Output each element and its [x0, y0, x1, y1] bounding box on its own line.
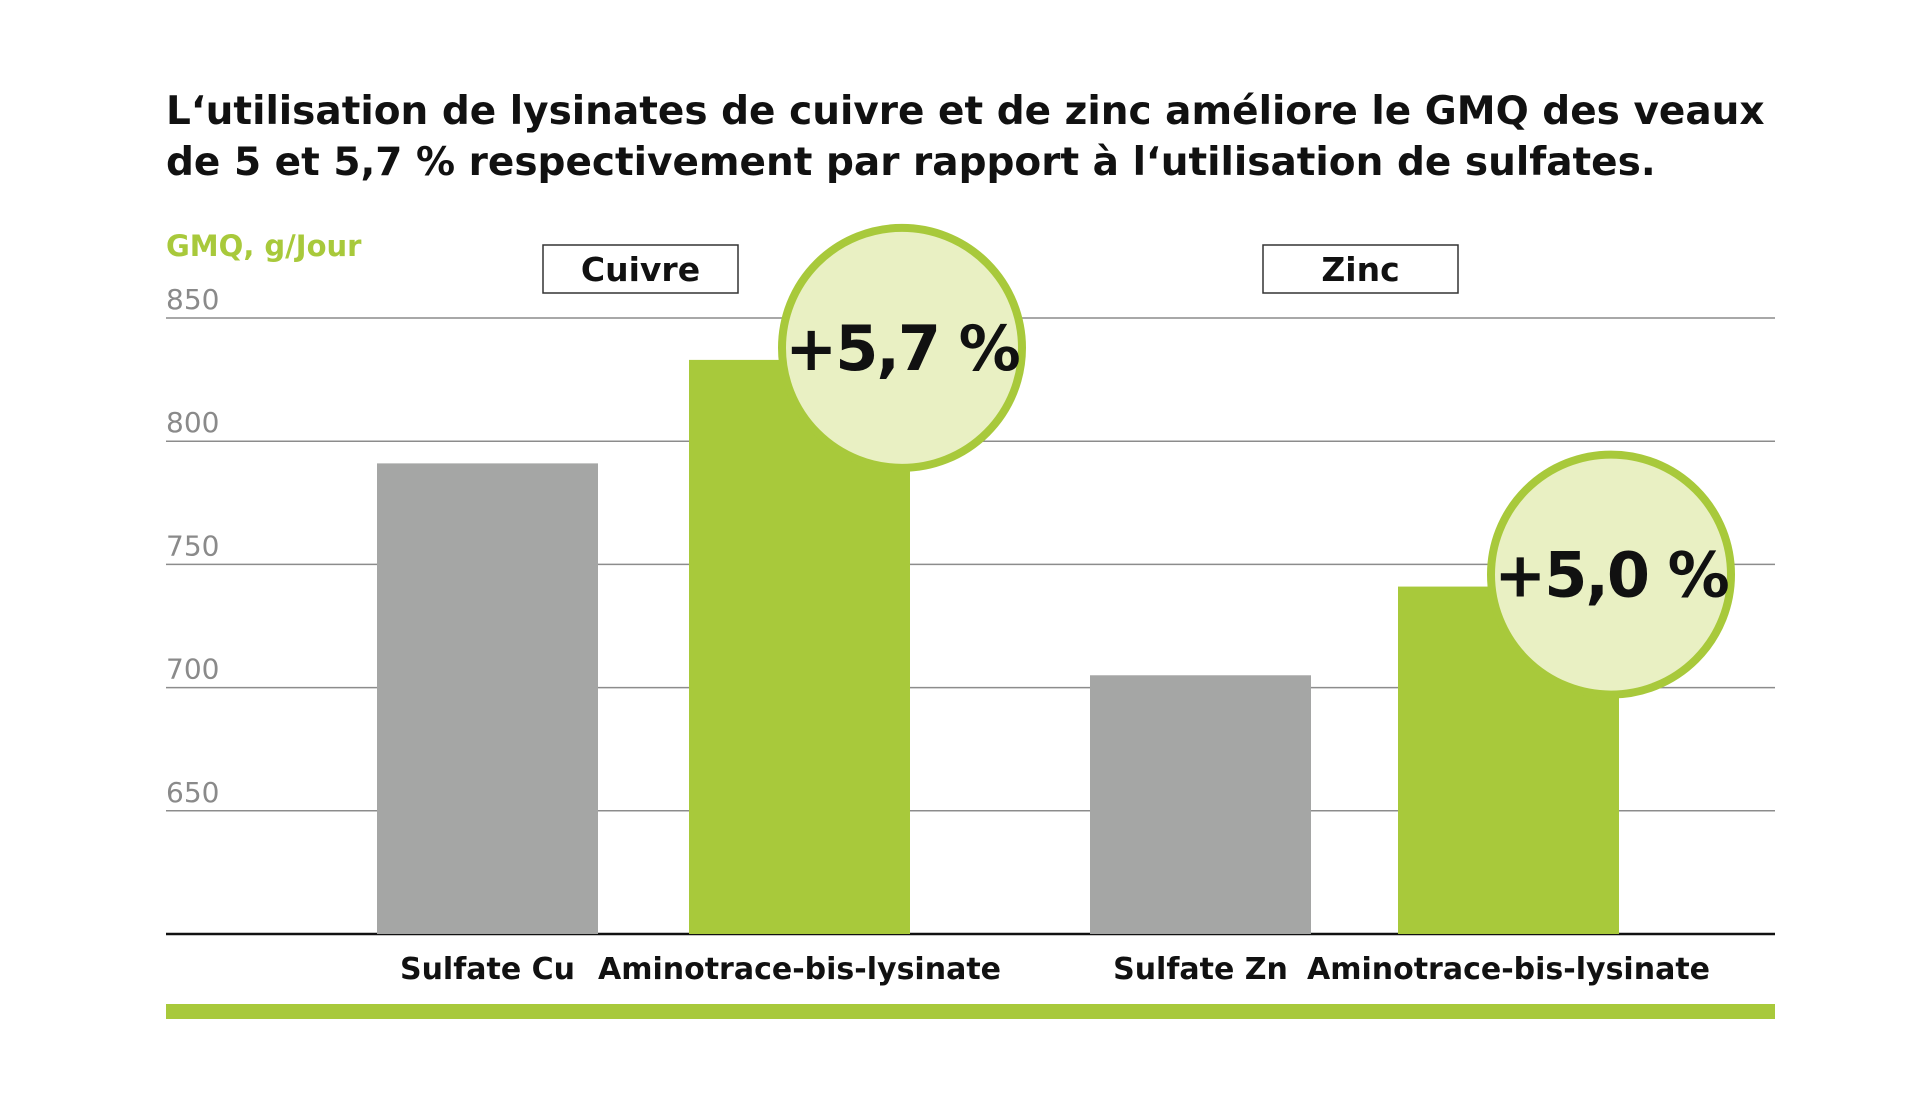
bar-cuivre-0 [377, 463, 598, 934]
y-tick-label-750: 750 [166, 529, 219, 562]
badge-circle-zinc [1487, 450, 1735, 699]
group-label-cuivre: Cuivre [581, 250, 700, 289]
group-labels: Cuivre Zinc [542, 244, 1459, 294]
bars [377, 359, 1619, 934]
category-label-zinc-1: Aminotrace-bis-lysinate [1307, 952, 1710, 987]
badge-circle-cuivre [778, 223, 1026, 472]
y-tick-label-850: 850 [166, 283, 219, 316]
badge-label-cuivre: +5,7 % [785, 312, 1019, 385]
y-axis-label: GMQ, g/Jour [166, 229, 362, 263]
category-labels: Sulfate Cu Aminotrace-bis-lysinate Sulfate… [400, 952, 1710, 987]
chart-title-line-1: L‘utilisation de lysinates de cuivre et … [166, 89, 1765, 134]
group-box-1 [1262, 244, 1459, 294]
percent-badges: +5,7 % +5,0 % [778, 223, 1735, 699]
category-label-cuivre-0: Sulfate Cu [400, 952, 575, 987]
y-tick-label-700: 700 [166, 653, 219, 686]
category-label-cuivre-1: Aminotrace-bis-lysinate [598, 952, 1001, 987]
group-label-zinc: Zinc [1321, 250, 1399, 289]
footer-accent-bar [166, 1004, 1775, 1019]
y-tick-label-650: 650 [166, 776, 219, 809]
bar-zinc-0 [1090, 675, 1311, 934]
chart-title: L‘utilisation de lysinates de cuivre et … [166, 86, 1816, 188]
group-box-0 [542, 244, 739, 294]
badge-label-zinc: +5,0 % [1494, 539, 1728, 612]
y-tick-label-800: 800 [166, 406, 219, 439]
category-label-zinc-0: Sulfate Zn [1113, 952, 1288, 987]
y-axis-ticks: 650 700 750 800 850 [166, 283, 219, 809]
chart-title-line-2: de 5 et 5,7 % respectivement par rapport… [166, 140, 1656, 185]
